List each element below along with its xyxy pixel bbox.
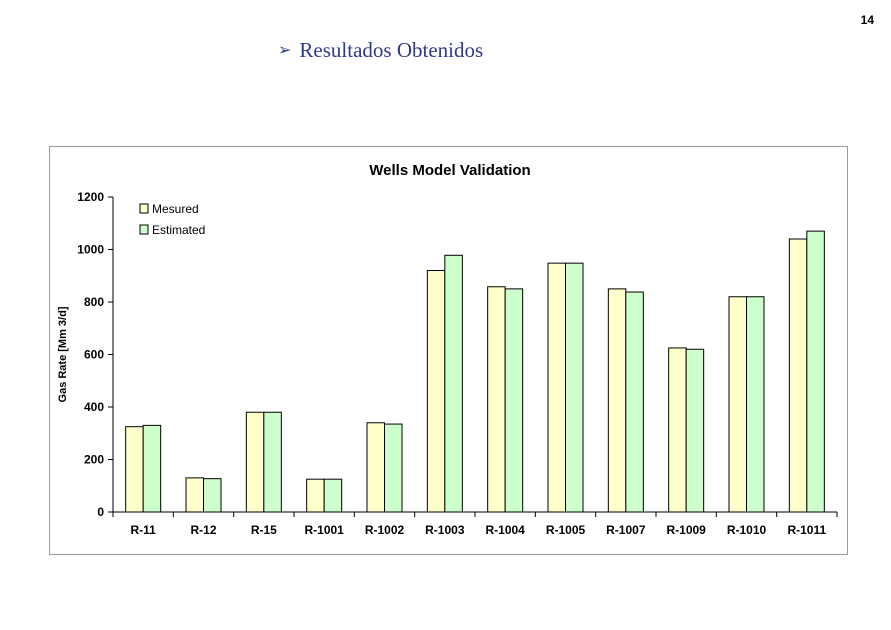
y-tick-label: 600 — [84, 348, 104, 362]
slide-heading: ➢ Resultados Obtenidos — [278, 38, 483, 63]
bar-mesured-r-1009 — [668, 347, 687, 513]
bar-estimated-r-1009 — [685, 348, 705, 513]
bar-estimated-r-1004 — [504, 288, 524, 513]
bar-mesured-r-1001 — [306, 478, 325, 513]
legend-label-mesured: Mesured — [152, 202, 199, 216]
bar-mesured-r-12 — [185, 477, 204, 513]
bar-chart: Wells Model Validation Gas Rate [Mm 3/d]… — [57, 162, 838, 537]
bar-mesured-r-1010 — [728, 296, 747, 513]
x-tick-label: R-1003 — [425, 523, 465, 537]
chart-title: Wells Model Validation — [369, 162, 530, 179]
x-tick-label: R-1009 — [666, 523, 706, 537]
x-tick-label: R-1002 — [365, 523, 405, 537]
x-tick-label: R-15 — [251, 523, 277, 537]
bar-mesured-r-1005 — [547, 262, 566, 513]
chart-frame: Wells Model Validation Gas Rate [Mm 3/d]… — [49, 146, 848, 555]
y-tick-label: 1000 — [77, 243, 104, 257]
x-tick-label: R-11 — [130, 523, 156, 537]
legend-swatch-estimated — [139, 224, 149, 235]
x-tick-label: R-1001 — [304, 523, 344, 537]
x-tick-label: R-1010 — [727, 523, 767, 537]
x-tick-label: R-1005 — [546, 523, 586, 537]
slide-heading-text: Resultados Obtenidos — [299, 38, 484, 62]
y-tick-label: 1200 — [77, 190, 104, 204]
bar-estimated-r-1011 — [806, 230, 825, 513]
y-tick-label: 800 — [84, 295, 104, 309]
y-tick-label: 200 — [84, 453, 104, 467]
bar-estimated-r-15 — [263, 411, 282, 513]
bar-estimated-r-1001 — [323, 478, 343, 513]
bar-mesured-r-1007 — [607, 288, 627, 513]
bar-estimated-r-1002 — [384, 423, 403, 513]
x-tick-label: R-1011 — [787, 523, 826, 537]
y-axis-label-group: Gas Rate [Mm 3/d] — [57, 306, 69, 402]
bar-estimated-r-1010 — [746, 296, 765, 513]
bar-estimated-r-1007 — [625, 291, 644, 513]
arrow-bullet-icon: ➢ — [278, 42, 292, 59]
bar-mesured-r-1004 — [487, 286, 506, 513]
x-tick-label: R-1004 — [485, 523, 525, 537]
bar-estimated-r-1005 — [565, 262, 584, 513]
legend-swatch-mesured — [139, 203, 149, 214]
y-tick-label: 0 — [97, 505, 104, 519]
bar-estimated-r-11 — [142, 424, 162, 513]
bar-estimated-r-12 — [203, 478, 222, 513]
x-tick-label: R-1007 — [606, 523, 646, 537]
legend-label-estimated: Estimated — [152, 223, 205, 237]
bar-estimated-r-1003 — [444, 254, 463, 513]
bar-mesured-r-1002 — [366, 422, 385, 513]
y-axis-label: Gas Rate [Mm 3/d] — [57, 306, 69, 402]
x-tick-label: R-12 — [190, 523, 216, 537]
bar-mesured-r-15 — [245, 411, 265, 513]
page-number: 14 — [860, 13, 874, 27]
bar-mesured-r-11 — [125, 426, 144, 513]
bar-mesured-r-1003 — [426, 270, 446, 513]
y-tick-label: 400 — [84, 400, 104, 414]
plot-area: 0 200 400 600 800 1000 1200 R-11 R-12 R-15 R-1001 R… — [77, 190, 838, 537]
bar-mesured-r-1011 — [788, 238, 808, 513]
